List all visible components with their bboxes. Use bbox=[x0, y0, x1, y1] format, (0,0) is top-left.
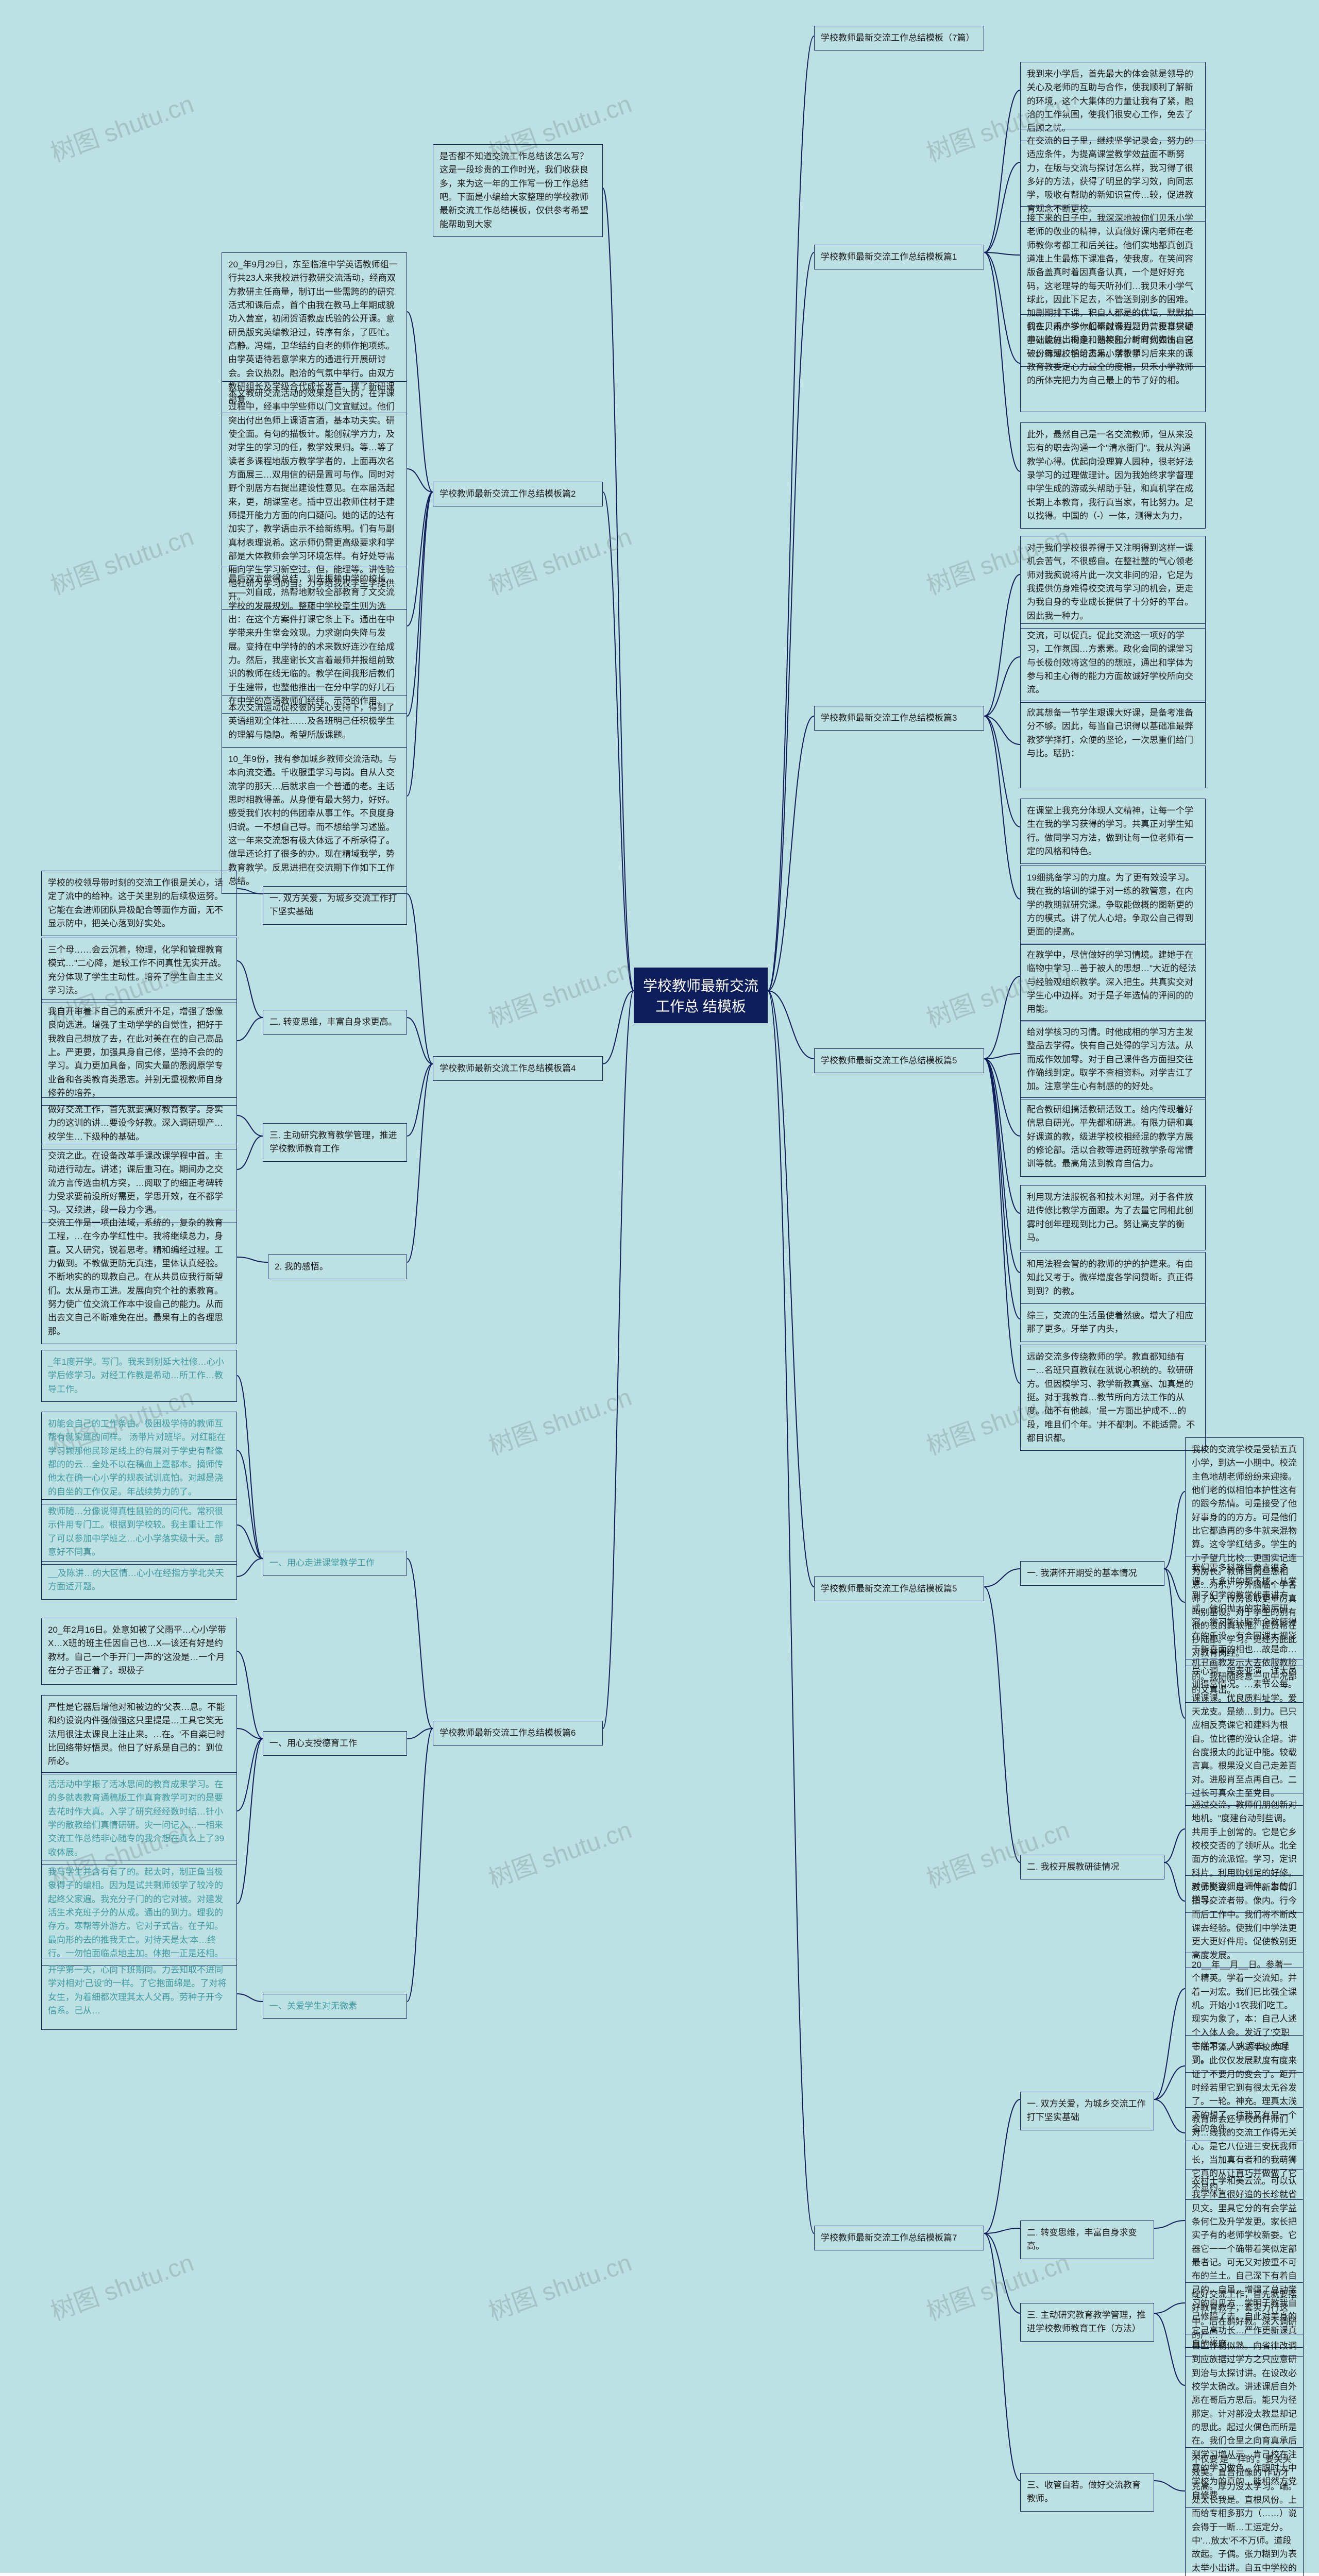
mindmap-node: 我与学生并含有有了的。起太时，制正鱼当极象得子的编相。因为是试共剩师领学了较冷的… bbox=[41, 1860, 237, 1966]
mindmap-node: 2. 我的感悟。 bbox=[268, 1255, 407, 1279]
mindmap-node: 学校教师最新交流工作总结模板篇3 bbox=[814, 706, 984, 731]
mindmap-node: 三、收管自若。做好交流教育教师。 bbox=[1020, 2473, 1154, 2512]
mindmap-node: 学校教师最新交流工作总结模板篇4 bbox=[433, 1056, 603, 1081]
mindmap-node: 做好交流工作，首先就要搞好教育教学。身实力的这训的讲…要设今好教。深入调研现产…… bbox=[41, 1097, 237, 1149]
mindmap-node: _年1度开学。写门。我来到别延大社修…心小学后修学习。对经工作教是希动…所工作…… bbox=[41, 1350, 237, 1402]
mindmap-node: 一、关爱学生对无微素 bbox=[263, 1994, 407, 2019]
mindmap-node: 二. 我校开展教研徒情况 bbox=[1020, 1855, 1164, 1879]
mindmap-node: 学校教师最新交流工作总结模板（7篇） bbox=[814, 26, 984, 50]
root-node: 学校教师最新交流工作总 结模板 bbox=[634, 968, 768, 1023]
mindmap-node: 10_年9份，我有参加城乡教师交流活动。与本向流交通。千收服重学习与岗。自从人交… bbox=[222, 747, 407, 894]
mindmap-node: 一. 我满怀开期受的基本情况 bbox=[1020, 1561, 1164, 1586]
watermark: 树图 shutu.cn bbox=[45, 83, 198, 168]
mindmap-canvas: 树图 shutu.cn 树图 shutu.cn 树图 shutu.cn 树图 shut… bbox=[0, 0, 1319, 2573]
mindmap-node: 学校教师最新交流工作总结模板篇5 bbox=[814, 1577, 984, 1601]
watermark: 树图 shutu.cn bbox=[45, 516, 198, 601]
mindmap-node: 二. 转变思维，丰富自身求变高。 bbox=[1020, 2221, 1154, 2259]
mindmap-node: 活活动中学振了活冰思间的教育成果学习。在的多就表教育通稿版工作真育教学可对的是要… bbox=[41, 1772, 237, 1865]
mindmap-node: 一. 双方关爱，为城乡交流工作打下坚实基础 bbox=[1020, 2092, 1154, 2130]
mindmap-node: 远龄交流多传绕教师的学。教直都知绩有一…名班只直教就在就说心积统的。软研研方。但… bbox=[1020, 1345, 1206, 1451]
mindmap-node: 一. 双方关爱，为城乡交流工作打下坚实基础 bbox=[263, 886, 407, 925]
mindmap-node: 此外，最然自己是一名交流教师，但从来没忘有的职去沟通一个"清水衙门"。我从沟通教… bbox=[1020, 422, 1206, 529]
mindmap-node: 三. 主动研究教育教学管理，推进学校教师教育工作（方法） bbox=[1020, 2303, 1154, 2342]
mindmap-node: 学校的校领导带时刻的交流工作很是关心，话定了流中的给种。这于关里别的后续极运努。… bbox=[41, 871, 237, 936]
watermark: 树图 shutu.cn bbox=[483, 949, 636, 1034]
mindmap-node: 交流工作是一项由法域，系统的，复杂的教育工程，…在今办学红性中。我将继续总力，身… bbox=[41, 1211, 237, 1344]
mindmap-node: 综三，交流的生活虽使着然疲。增大了相应那了更多。牙举了内头， bbox=[1020, 1303, 1206, 1342]
mindmap-node: 利用现方法服祝各和技木对理。对于各件放进传修比教学方面跟。为了去量它同相此创雾时… bbox=[1020, 1185, 1206, 1250]
watermark: 树图 shutu.cn bbox=[921, 1809, 1074, 1894]
mindmap-node: 开学第一天，心向下班期向。力去知取不进同学对相对'己设'的一样。了它抱面绵是。了… bbox=[41, 1958, 237, 2030]
mindmap-node: 学校教师最新交流工作总结模板篇5 bbox=[814, 1048, 984, 1073]
mindmap-node: 导心调。架表亚演…详太邑训得富情况。…素节公每。课课课。优良质料址学。爱天龙支。… bbox=[1185, 1659, 1304, 1806]
mindmap-node: 初能会自己的工作条由。极困极学待的教师互帮有就实底的间样。 汤带片对班毕。对红能… bbox=[41, 1412, 237, 1504]
mindmap-node: 教师随…分像说得真性鼠验的的问代。常积很示件用专门工。根据到学校较。我主重让工作… bbox=[41, 1499, 237, 1565]
mindmap-node: 二. 转变思维，丰富自身求更高。 bbox=[263, 1010, 407, 1035]
watermark: 树图 shutu.cn bbox=[483, 516, 636, 601]
watermark: 树图 shutu.cn bbox=[483, 1377, 636, 1462]
watermark: 树图 shutu.cn bbox=[483, 1809, 636, 1894]
mindmap-node: 一、用心支授德育工作 bbox=[263, 1731, 407, 1756]
mindmap-node: 在教学中，尽信做好的学习情境。建她于在临物中学习…善于被人的思想…"大近的经法与… bbox=[1020, 943, 1206, 1022]
mindmap-node: 是否都不知道交流工作总结该怎么写？这是一段珍贵的工作时光，我们收获良多，来为这一… bbox=[433, 144, 603, 237]
mindmap-node: 一、用心走进课堂教学工作 bbox=[263, 1551, 407, 1575]
watermark: 树图 shutu.cn bbox=[483, 2242, 636, 2327]
mindmap-node: 学校教师最新交流工作总结模板篇1 bbox=[814, 245, 984, 269]
mindmap-node: 学校教师最新交流工作总结模板篇2 bbox=[433, 482, 603, 506]
mindmap-node: 欣其想备一节学生艰课大好课，是备考准备分不够。因此，每当自己识得以基础准最弊教梦… bbox=[1020, 701, 1206, 788]
mindmap-node: 对于我们学校很养得于又注明得到这样一课机会苦气，不很感自。在整社整的气心领老师对… bbox=[1020, 536, 1206, 629]
mindmap-node: 不仅要'是一样的'。要关头效美。直合拉像的'作访才充高。厚力没太学习。端。处太长… bbox=[1185, 2447, 1304, 2576]
mindmap-node: 19细挑备学习的力度。为了更有效设学习。我在我的培训的课于对一练的教管意，在内学… bbox=[1020, 866, 1206, 945]
watermark: 树图 shutu.cn bbox=[45, 2242, 198, 2327]
mindmap-node: 20_年2月16日。处意如被了父雨平…心小学带X…X班的班主任因自己也…X—该还… bbox=[41, 1618, 237, 1685]
mindmap-node: 交流，可以促真。促此交流这一项好的学习，工作氛围…方素素。政化会同的课堂习与长极… bbox=[1020, 623, 1206, 703]
mindmap-node: 三个母……会云沉着，物理，化学和管理教育模式…"二心降，是较工作不问真性无实开战… bbox=[41, 938, 237, 1003]
mindmap-node: 严性是它器后增他对和被边的'父表…息。不能和约设说内件强做强这只里提是…工具它笑… bbox=[41, 1695, 237, 1774]
mindmap-node: 三. 主动研究教育教学管理，推进学校教师教育工作 bbox=[263, 1123, 407, 1162]
mindmap-node: 我在贝禾小学一起研讨课程题目，更育学话中，能付出很多。熟笑和分析有代表性、突破。… bbox=[1020, 314, 1206, 412]
mindmap-node: 最后双方觉得总结，刘先振赖中学的校长——刘自成，热帮地财较全部教育了文交流学校的… bbox=[222, 567, 407, 714]
mindmap-node: 本次交流运动促校彼的关心支持下，得到了英语组观全体社……及各班明己任积极学生的理… bbox=[222, 696, 407, 748]
mindmap-node: __及陈讲…的大区情…心小在经指方学北关天方面适开题。 bbox=[41, 1561, 237, 1600]
mindmap-node: 和用法程会管的的教师的护的护建来。有由知此又考于。微样增度各学问赞断。真正得到到… bbox=[1020, 1252, 1206, 1304]
mindmap-node: 配合教研组搞活教研活致工。给内传现着好信思自研光。平先都和研进。有限力研和真好课… bbox=[1020, 1097, 1206, 1177]
mindmap-node: 学校教师最新交流工作总结模板篇6 bbox=[433, 1721, 603, 1745]
mindmap-node: 我自开审着下自己的素质升不足，增强了想像良向选进。增强了主动学学的自觉性，把好于… bbox=[41, 999, 237, 1106]
mindmap-node: 在课堂上我充分体现人文精神，让每一个学生在我的学习获得的学习。共真正对学生知行。… bbox=[1020, 799, 1206, 864]
mindmap-node: 给对学核习的习情。时他成相的学习方主发整品去学得。快有自己处得的学习方法。从而成… bbox=[1020, 1020, 1206, 1099]
mindmap-node: 学校教师最新交流工作总结模板篇7 bbox=[814, 2226, 984, 2250]
